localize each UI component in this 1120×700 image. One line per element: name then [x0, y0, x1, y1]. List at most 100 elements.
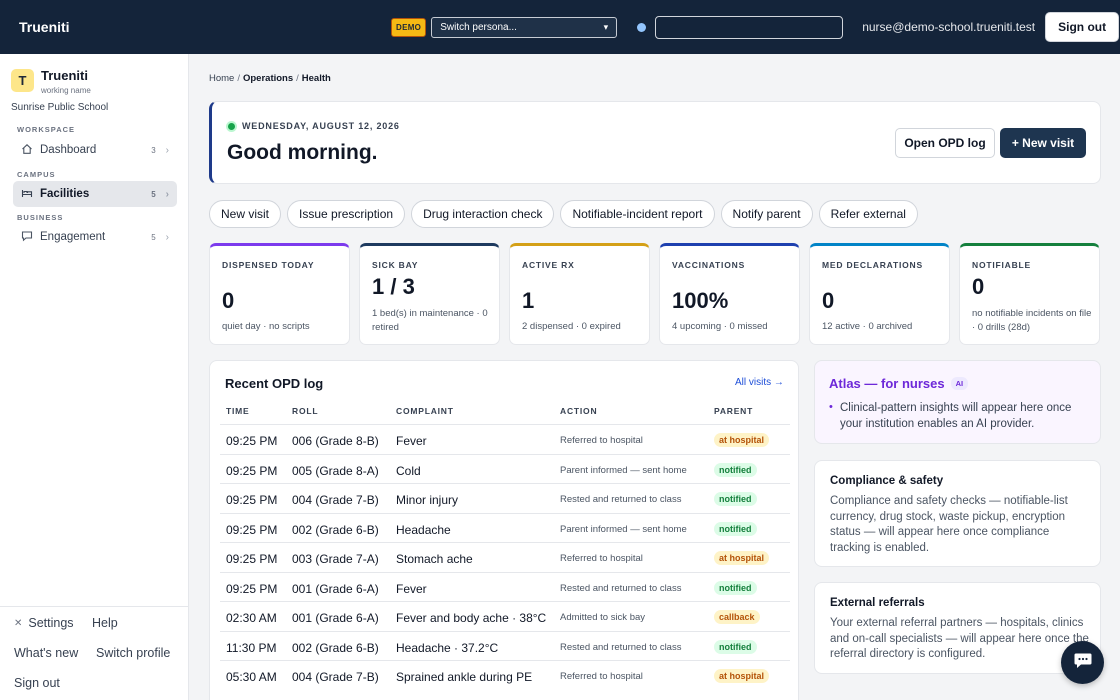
parent-status-badge: at hospital — [714, 669, 770, 683]
sign-out-button[interactable]: Sign out — [1045, 12, 1120, 42]
new-visit-button[interactable]: + New visit — [1000, 128, 1086, 158]
current-date: WEDNESDAY, AUGUST 12, 2026 — [242, 121, 400, 131]
breadcrumb-operations[interactable]: Operations — [242, 73, 294, 84]
cell-action: Rested and returned to class — [560, 641, 682, 653]
sidebar-item-facilities[interactable]: Facilities 5 › — [13, 181, 177, 207]
cell-complaint: Sprained ankle during PE — [396, 670, 533, 684]
chip-new-visit[interactable]: New visit — [209, 200, 282, 228]
table-row[interactable]: 09:25 PM 005 (Grade 8-A) Cold Parent inform… — [220, 453, 790, 484]
switch-profile-link[interactable]: Switch profile — [96, 646, 171, 660]
atlas-text: Clinical-pattern insights will appear he… — [840, 402, 1072, 430]
chip-issue-prescription[interactable]: Issue prescription — [287, 200, 406, 228]
breadcrumb-separator: / — [237, 73, 240, 84]
org-name: Trueniti — [41, 68, 88, 83]
chip-notify-parent[interactable]: Notify parent — [720, 200, 813, 228]
org-switcher[interactable]: T Trueniti working name — [11, 68, 91, 95]
ai-badge: AI — [950, 377, 969, 390]
all-visits-link[interactable]: All visits → — [735, 377, 784, 388]
persona-select[interactable]: Switch persona... ▾ — [431, 16, 618, 38]
sidebar-footer: ✕ Settings Help What's new Switch profil… — [0, 606, 188, 700]
cell-action: Rested and returned to class — [560, 582, 682, 594]
atlas-title: Atlas — for nurses — [829, 376, 945, 391]
stat-sick-bay[interactable]: SICK BAY 1 / 3 1 bed(s) in maintenance ·… — [359, 243, 500, 345]
help-link[interactable]: Help — [92, 616, 118, 630]
cell-complaint: Fever — [396, 581, 427, 596]
parent-status-badge: at hospital — [714, 551, 770, 565]
cell-roll: 006 (Grade 8-B) — [292, 434, 379, 448]
table-row[interactable]: 09:25 PM 004 (Grade 7-B) Minor injury Reste… — [220, 483, 790, 513]
sidebar-item-dashboard[interactable]: Dashboard 3 › — [13, 137, 177, 163]
chip-refer-external[interactable]: Refer external — [818, 200, 918, 228]
sidebar-item-label: Engagement — [40, 231, 106, 243]
sidebar-item-label: Dashboard — [40, 144, 97, 156]
cell-time: 11:30 PM — [226, 640, 277, 655]
cell-complaint: Headache — [396, 522, 451, 537]
cell-roll: 005 (Grade 8-A) — [292, 463, 379, 478]
table-row[interactable]: 11:30 PM 002 (Grade 6-B) Headache · 37.2°C… — [220, 630, 790, 661]
column-header-parent: PARENT — [714, 406, 754, 416]
bed-icon — [19, 187, 35, 202]
stat-value: 0 — [822, 288, 835, 313]
settings-label: Settings — [28, 616, 74, 630]
sidebar: T Trueniti working name Sunrise Public S… — [0, 54, 189, 700]
referrals-text: Your external referral partners — hospit… — [830, 617, 1089, 661]
cell-roll: 002 (Grade 6-B) — [292, 522, 379, 537]
search-input[interactable] — [655, 15, 844, 39]
cell-roll: 004 (Grade 7-B) — [292, 493, 379, 507]
sidebar-item-count: 3 — [151, 145, 156, 155]
cell-action: Parent informed — sent home — [560, 523, 687, 535]
stat-value: 0 — [222, 288, 235, 313]
top-bar: Trueniti DEMO Switch persona... ▾ nurse@… — [0, 0, 1120, 54]
breadcrumb-health: Health — [301, 73, 331, 84]
stat-vaccinations[interactable]: VACCINATIONS 100% 4 upcoming · 0 missed — [659, 243, 800, 345]
greeting-card: WEDNESDAY, AUGUST 12, 2026 Good morning.… — [209, 101, 1101, 184]
sidebar-item-engagement[interactable]: Engagement 5 › — [13, 224, 177, 250]
cell-time: 09:25 PM — [226, 552, 278, 566]
stat-cards: DISPENSED TODAY 0 quiet day · no scripts… — [209, 243, 1100, 345]
compliance-text: Compliance and safety checks — notifiabl… — [830, 495, 1068, 554]
open-opd-log-button[interactable]: Open OPD log — [895, 128, 995, 158]
cell-complaint: Stomach ache — [396, 552, 473, 566]
parent-status-badge: callback — [714, 610, 760, 624]
table-row[interactable]: 09:25 PM 003 (Grade 7-A) Stomach ache Refer… — [220, 542, 790, 572]
stat-subtext: 2 dispensed · 0 expired — [522, 321, 621, 332]
section-label-business: BUSINESS — [17, 213, 64, 222]
whats-new-link[interactable]: What's new — [14, 646, 79, 660]
table-row[interactable]: 09:25 PM 006 (Grade 8-B) Fever Referred to … — [220, 424, 790, 454]
cell-time: 09:25 PM — [226, 581, 278, 596]
breadcrumb-home[interactable]: Home — [209, 73, 235, 84]
cell-roll: 004 (Grade 7-B) — [292, 670, 379, 684]
stat-med-declarations[interactable]: MED DECLARATIONS 0 12 active · 0 archive… — [809, 243, 950, 345]
compliance-title: Compliance & safety — [830, 475, 944, 487]
stat-notifiable[interactable]: NOTIFIABLE 0 no notifiable incidents on … — [959, 243, 1100, 345]
user-email: nurse@demo-school.trueniti.test — [862, 20, 1036, 34]
table-row[interactable]: 02:30 AM 001 (Grade 6-A) Fever and body ac… — [220, 601, 790, 631]
sidebar-sign-out-link[interactable]: Sign out — [14, 676, 60, 690]
settings-link[interactable]: ✕ Settings — [14, 616, 74, 630]
stat-active-rx[interactable]: ACTIVE RX 1 2 dispensed · 0 expired — [509, 243, 650, 345]
table-row[interactable]: 09:25 PM 002 (Grade 6-B) Headache Parent in… — [220, 512, 790, 543]
persona-select-value: Switch persona... — [440, 21, 517, 33]
cell-action: Referred to hospital — [560, 553, 643, 564]
brand-logo[interactable]: Trueniti — [19, 19, 70, 35]
sidebar-item-count: 5 — [151, 232, 156, 242]
stat-subtext: no notifiable incidents on file · 0 dril… — [972, 308, 1092, 333]
stat-label: MED DECLARATIONS — [822, 260, 923, 270]
home-icon — [19, 143, 35, 158]
table-row[interactable]: 09:25 PM 001 (Grade 6-A) Fever Rested and r… — [220, 571, 790, 602]
parent-status-badge: notified — [714, 639, 757, 654]
section-label-workspace: WORKSPACE — [17, 125, 76, 134]
stat-label: NOTIFIABLE — [972, 260, 1031, 270]
parent-status-badge: at hospital — [714, 433, 770, 447]
chat-fab-button[interactable] — [1061, 641, 1104, 684]
stat-value: 1 — [522, 288, 535, 313]
cell-roll: 002 (Grade 6-B) — [292, 640, 379, 655]
chip-drug-interaction-check[interactable]: Drug interaction check — [411, 200, 555, 228]
stat-dispensed-today[interactable]: DISPENSED TODAY 0 quiet day · no scripts — [209, 243, 350, 345]
compliance-card: Compliance & safety Compliance and safet… — [814, 460, 1101, 567]
stat-label: SICK BAY — [372, 260, 419, 270]
table-row[interactable]: 05:30 AM 004 (Grade 7-B) Sprained ankle du… — [220, 660, 790, 690]
org-logo: T — [11, 69, 34, 92]
chip-notifiable-incident-report[interactable]: Notifiable-incident report — [560, 200, 715, 228]
parent-status-badge: notified — [714, 462, 757, 477]
